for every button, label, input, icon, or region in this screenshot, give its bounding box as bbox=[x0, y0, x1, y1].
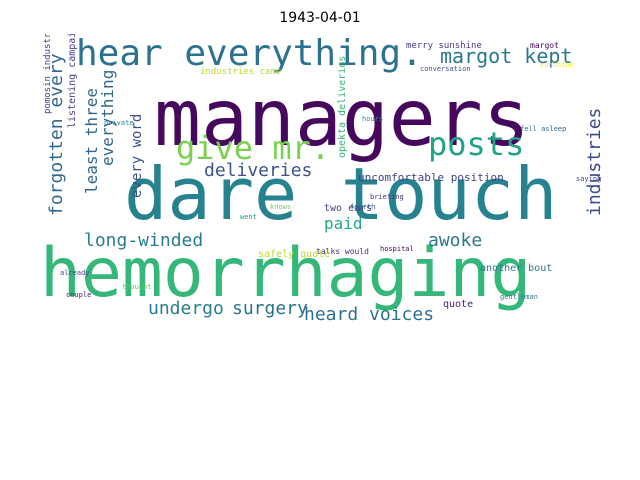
cloud-word-merry-sunshine: merry sunshine bbox=[406, 41, 482, 51]
chart-title: 1943-04-01 bbox=[279, 10, 361, 26]
cloud-word-long-winded: long-winded bbox=[84, 230, 204, 251]
cloud-word-opekta-deliveries: opekta deliveries bbox=[337, 55, 348, 158]
cloud-word-couple: couple bbox=[66, 291, 92, 299]
cloud-word-hospital: hospital bbox=[380, 245, 414, 253]
word-cloud: managers hemorrhaging dare touch hear every… bbox=[40, 34, 616, 322]
cloud-word-surgery: surgery bbox=[232, 298, 308, 319]
cloud-word-pomosin-industries: pomosin industries bbox=[43, 34, 53, 114]
cloud-word-paid: paid bbox=[324, 214, 363, 233]
cloud-word-deliveries: deliveries bbox=[204, 160, 313, 181]
cloud-word-gentleman: gentleman bbox=[500, 293, 538, 301]
cloud-word-everything: everything. bbox=[98, 60, 117, 166]
cloud-word-talks-would: talks would bbox=[316, 247, 369, 256]
cloud-word-safely-quote: safely quote bbox=[258, 249, 331, 260]
cloud-word-went: went bbox=[240, 213, 257, 221]
cloud-word-fourth: fourth bbox=[350, 203, 376, 211]
cloud-word-heard-voices: heard voices bbox=[304, 304, 435, 323]
cloud-word-sunshine: sunshine bbox=[540, 61, 574, 69]
cloud-word-hear-everything: hear everything. bbox=[76, 34, 423, 74]
cloud-word-margot-kept: margot kept bbox=[440, 44, 573, 68]
cloud-word-margot: margot bbox=[530, 41, 559, 50]
cloud-word-awoke: awoke bbox=[428, 230, 483, 251]
cloud-word-two-ears: two ears bbox=[324, 203, 373, 214]
cloud-word-dare-touch: dare touch bbox=[124, 152, 558, 236]
cloud-word-hours: hours bbox=[362, 115, 384, 123]
cloud-word-knows: knows bbox=[270, 203, 292, 211]
cloud-word-industries-came: industries came bbox=[200, 67, 282, 77]
cloud-word-hemorrhaging: hemorrhaging bbox=[40, 234, 532, 313]
cloud-word-uncomfortable-position: uncomfortable position bbox=[358, 171, 504, 184]
cloud-word-another-bout: another bout bbox=[480, 263, 553, 274]
cloud-word-private: private bbox=[104, 119, 134, 127]
cloud-word-least-three: least three bbox=[82, 88, 101, 194]
cloud-word-industries: industries bbox=[584, 107, 605, 216]
cloud-word-give-mr: give mr. bbox=[176, 129, 331, 167]
cloud-word-thought: thought bbox=[122, 283, 152, 291]
cloud-word-listening-campaign: listening campaign bbox=[67, 34, 78, 128]
cloud-word-already: already bbox=[60, 269, 90, 277]
cloud-word-posts: posts bbox=[428, 125, 525, 163]
cloud-word-quote: quote bbox=[443, 299, 474, 310]
cloud-word-fell-asleep: fell asleep bbox=[520, 125, 567, 133]
cloud-word-conversation: conversation bbox=[420, 65, 471, 73]
cloud-word-briefing: briefing bbox=[370, 193, 404, 201]
cloud-word-saying: saying bbox=[576, 175, 602, 183]
cloud-word-managers: managers bbox=[154, 74, 530, 164]
cloud-word-undergo: undergo bbox=[148, 298, 224, 319]
